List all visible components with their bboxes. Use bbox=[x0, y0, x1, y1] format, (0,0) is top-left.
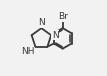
Text: N: N bbox=[52, 31, 58, 40]
Text: NH: NH bbox=[21, 47, 35, 56]
Text: Br: Br bbox=[58, 12, 68, 21]
Text: N: N bbox=[38, 18, 45, 27]
